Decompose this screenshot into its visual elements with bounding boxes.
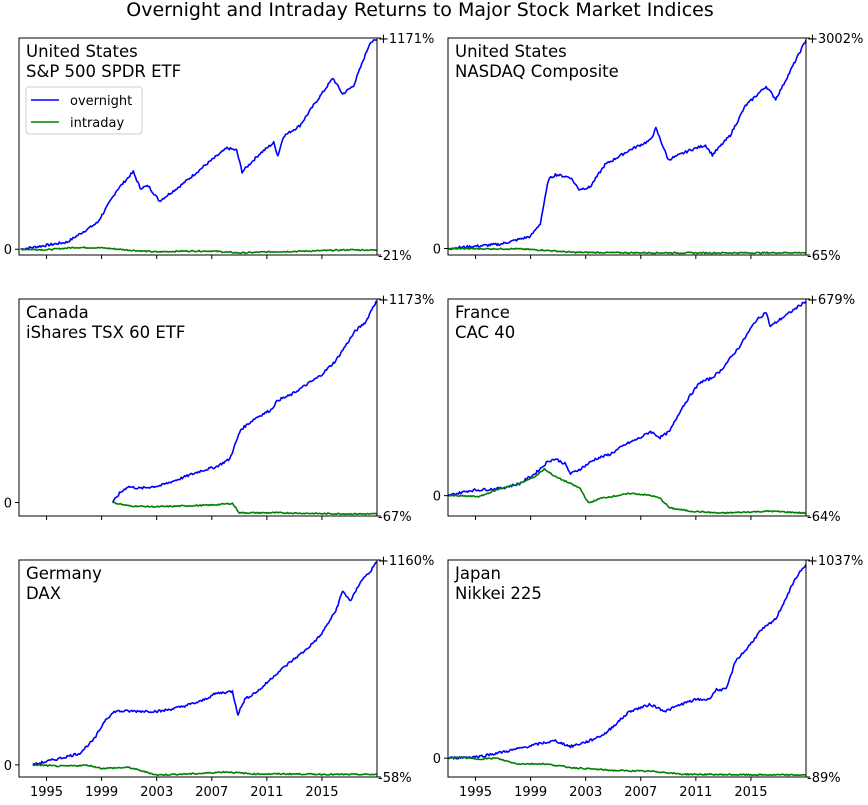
min-return-label: -65% xyxy=(807,249,841,264)
legend: overnight intraday xyxy=(25,86,143,135)
panel-germany-4: 1995 1999 2003 2007 2011 2015 0 +1160% -58% Germa… xyxy=(4,554,435,800)
panel-index-name: iShares TSX 60 ETF xyxy=(26,323,185,342)
x-tick-label: 1999 xyxy=(514,785,547,800)
panel-index-name: NASDAQ Composite xyxy=(455,62,619,81)
axes-frame xyxy=(18,37,378,256)
y-tick-label-zero: 0 xyxy=(4,496,12,511)
max-return-label: +679% xyxy=(807,293,855,308)
series-line-intraday xyxy=(112,501,377,516)
axes-frame xyxy=(18,298,378,517)
x-tick-label: 2003 xyxy=(140,785,173,800)
max-return-label: +1173% xyxy=(378,293,434,308)
min-return-label: -67% xyxy=(378,510,412,525)
max-return-label: +1160% xyxy=(378,554,434,569)
min-return-label: -89% xyxy=(807,771,841,786)
min-return-label: -21% xyxy=(378,249,412,264)
x-tick-label: 2011 xyxy=(250,785,283,800)
series-line-intraday xyxy=(448,247,806,255)
panel-country: France xyxy=(455,303,510,322)
panel-index-name: CAC 40 xyxy=(455,323,515,342)
x-tick-label: 2015 xyxy=(305,785,338,800)
series-line-overnight xyxy=(32,561,377,767)
legend-label-overnight: overnight xyxy=(70,94,132,109)
y-tick-label-zero: 0 xyxy=(433,490,441,505)
panel-country: Germany xyxy=(26,564,102,583)
x-tick-label: 2015 xyxy=(734,785,767,800)
panel-country: Canada xyxy=(26,303,89,322)
series-line-overnight xyxy=(20,39,377,251)
series-line-overnight xyxy=(448,563,806,760)
series-line-overnight xyxy=(448,39,806,251)
min-return-label: -58% xyxy=(378,771,412,786)
axes-frame xyxy=(447,37,807,256)
y-tick-label-zero: 0 xyxy=(433,242,441,257)
x-tick-label: 2003 xyxy=(569,785,602,800)
panel-japan-5: 1995 1999 2003 2007 2011 2015 0 +1037% -89% Japan… xyxy=(433,554,864,800)
legend-label-intraday: intraday xyxy=(70,116,124,131)
x-tick-label: 1999 xyxy=(85,785,118,800)
series-line-overnight xyxy=(111,300,377,503)
series-line-intraday xyxy=(32,763,377,777)
y-tick-label-zero: 0 xyxy=(4,759,12,774)
max-return-label: +1171% xyxy=(378,32,434,47)
panel-country: United States xyxy=(26,42,138,61)
axes-frame xyxy=(447,559,807,778)
series-line-intraday xyxy=(448,756,806,777)
panel-country: United States xyxy=(455,42,567,61)
series-line-intraday xyxy=(448,467,806,515)
panel-index-name: S&P 500 SPDR ETF xyxy=(26,62,181,81)
max-return-label: +3002% xyxy=(807,32,863,47)
axes-frame xyxy=(18,559,378,778)
axes-frame xyxy=(447,298,807,517)
x-tick-label: 2011 xyxy=(679,785,712,800)
x-tick-label: 1995 xyxy=(459,785,492,800)
panel-index-name: DAX xyxy=(26,584,61,603)
x-tick-label: 1995 xyxy=(30,785,63,800)
y-tick-label-zero: 0 xyxy=(4,243,12,258)
panel-index-name: Nikkei 225 xyxy=(455,584,542,603)
chart-title: Overnight and Intraday Returns to Major … xyxy=(126,0,714,21)
max-return-label: +1037% xyxy=(807,554,863,569)
y-tick-label-zero: 0 xyxy=(433,752,441,767)
x-tick-label: 2007 xyxy=(624,785,657,800)
series-line-intraday xyxy=(20,246,377,255)
panel-country: Japan xyxy=(454,564,501,583)
min-return-label: -64% xyxy=(807,510,841,525)
x-tick-label: 2007 xyxy=(195,785,228,800)
